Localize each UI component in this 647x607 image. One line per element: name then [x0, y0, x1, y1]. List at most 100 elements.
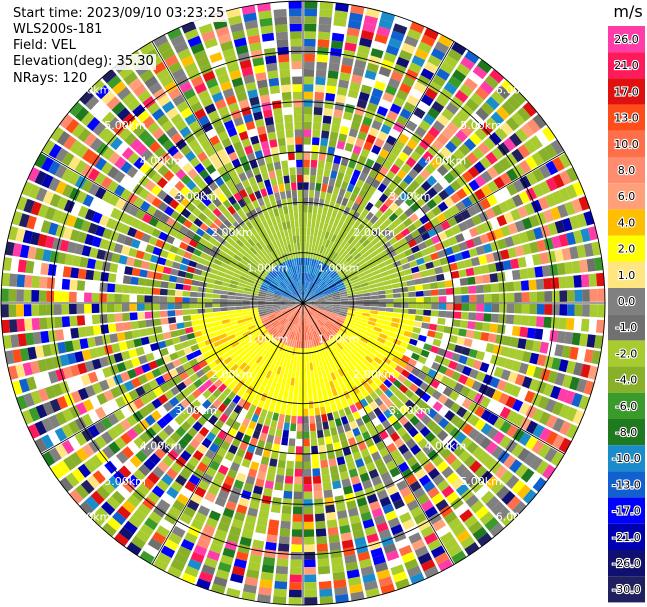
radar-gate — [239, 340, 248, 348]
radar-gate — [544, 304, 553, 315]
radar-gate — [337, 86, 348, 96]
radar-gate — [405, 438, 417, 450]
radar-gate — [290, 31, 302, 40]
radar-gate — [252, 57, 265, 67]
radar-gate — [230, 573, 244, 584]
radar-gate — [106, 496, 121, 510]
radar-gate — [258, 86, 269, 96]
radar-gate — [143, 458, 156, 471]
radar-gate — [254, 446, 264, 456]
radar-gate — [139, 42, 155, 56]
radar-gate — [231, 276, 240, 282]
radar-gate — [318, 300, 326, 303]
radar-gate — [398, 544, 413, 557]
radar-gate — [217, 361, 227, 370]
radar-gate — [157, 340, 167, 349]
radar-gate — [461, 398, 473, 410]
radar-gate — [268, 519, 280, 529]
radar-gate — [167, 282, 177, 289]
colorbar-tick-label: -17.0 — [612, 505, 640, 518]
radar-gate — [165, 235, 175, 245]
radar-gate — [266, 310, 275, 315]
radar-gate — [493, 176, 506, 189]
radar-gate — [539, 252, 549, 265]
radar-gate — [456, 529, 471, 543]
radar-gate — [183, 278, 193, 285]
radar-gate — [314, 346, 320, 354]
radar-gate — [463, 455, 477, 468]
radar-gate — [90, 490, 105, 505]
radar-gate — [522, 101, 537, 117]
radar-gate — [44, 206, 56, 221]
radar-gate — [96, 142, 109, 156]
radar-gate — [298, 273, 301, 281]
radar-gate — [82, 194, 94, 207]
radar-gate — [315, 277, 321, 285]
radar-gate — [331, 312, 339, 317]
radar-gate — [401, 228, 411, 237]
radar-gate — [586, 334, 596, 348]
radar-gate — [513, 281, 522, 291]
radar-gate — [402, 145, 414, 156]
radar-gate — [184, 150, 196, 162]
radar-gate — [456, 406, 468, 418]
radar-gate — [278, 54, 290, 63]
radar-gate — [522, 243, 532, 255]
radar-gate — [394, 455, 406, 466]
radar-gate — [512, 194, 524, 207]
radar-gate — [347, 310, 356, 314]
radar-gate — [165, 361, 175, 371]
radar-gate — [365, 376, 374, 385]
radar-gate — [488, 132, 502, 146]
radar-gate — [231, 258, 240, 265]
radar-gate — [159, 249, 169, 259]
radar-gate — [377, 130, 388, 142]
radar-gate — [351, 249, 359, 258]
radar-gate — [172, 221, 183, 231]
radar-gate — [262, 280, 271, 286]
radar-gate — [456, 63, 471, 77]
radar-gate — [316, 292, 324, 297]
radar-gate — [326, 77, 338, 87]
radar-gate — [564, 331, 574, 345]
radar-gate — [250, 135, 260, 145]
radar-gate — [279, 272, 286, 280]
radar-gate — [359, 472, 370, 483]
radar-gate — [443, 326, 452, 334]
radar-gate — [389, 202, 399, 212]
radar-gate — [308, 393, 313, 401]
radar-gate — [224, 369, 234, 378]
radar-gate — [177, 48, 192, 61]
radar-gate — [303, 310, 305, 319]
radar-gate — [30, 201, 42, 216]
radar-gate — [246, 367, 254, 377]
radar-gate — [306, 235, 310, 243]
radar-gate — [313, 287, 320, 293]
radar-gate — [126, 414, 138, 427]
radar-gate — [260, 456, 270, 466]
radar-gate — [505, 153, 518, 167]
radar-gate — [304, 589, 318, 598]
radar-gate — [279, 214, 286, 223]
radar-gate — [170, 113, 183, 126]
radar-gate — [354, 195, 363, 205]
radar-gate — [303, 438, 310, 447]
radar-gate — [243, 401, 252, 411]
radar-gate — [257, 325, 265, 332]
radar-gate — [337, 360, 344, 369]
radar-gate — [405, 156, 417, 168]
radar-gate — [209, 135, 220, 146]
radar-gate — [108, 151, 121, 165]
radar-gate — [393, 308, 401, 313]
radar-gate — [280, 367, 286, 376]
radar-gate — [535, 316, 545, 328]
radar-gate — [233, 455, 243, 465]
radar-gate — [335, 320, 344, 326]
radar-gate — [450, 458, 463, 471]
radar-gate — [348, 351, 357, 359]
radar-gate — [315, 268, 320, 276]
radar-gate — [521, 304, 530, 314]
radar-gate — [344, 224, 352, 234]
radar-gate — [327, 412, 334, 421]
radar-gate — [270, 419, 278, 429]
